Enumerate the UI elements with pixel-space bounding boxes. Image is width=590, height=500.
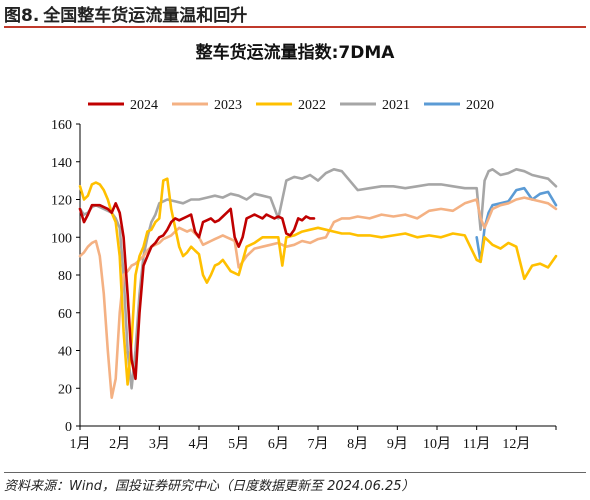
series-line-2024 [78, 202, 316, 381]
x-tick-label: 5月 [228, 436, 249, 452]
y-tick-label: 160 [51, 118, 72, 133]
x-tick-label: 9月 [387, 436, 408, 452]
legend-label-2023: 2023 [214, 98, 242, 113]
x-tick-label: 8月 [347, 436, 368, 452]
y-tick-label: 40 [58, 345, 72, 360]
legend-label-2020: 2020 [466, 98, 494, 113]
x-tick-label: 3月 [149, 436, 170, 452]
y-tick-label: 20 [58, 382, 72, 397]
y-tick-label: 120 [51, 194, 72, 209]
x-tick-label: 2月 [109, 436, 130, 452]
line-chart: 整车货运流量指数:7DMA 2024 2023 2022 2021 2020 0 20 40… [51, 42, 558, 452]
y-tick-label: 80 [58, 269, 72, 284]
chart-axes: 0 20 40 60 80 100 120 140 160 1月 2月 3月 4月 5月 6月 7月 8月 9月 1… [51, 118, 557, 452]
chart-series [78, 168, 558, 400]
x-tick-label: 12月 [502, 436, 530, 452]
legend-label-2022: 2022 [298, 98, 326, 113]
x-tick-label: 7月 [308, 436, 329, 452]
chart-title: 整车货运流量指数:7DMA [196, 42, 396, 63]
x-tick-label: 4月 [189, 436, 210, 452]
x-tick-label: 11月 [463, 436, 490, 452]
source-note: 资料来源：Wind，国投证券研究中心（日度数据更新至 2024.06.25） [4, 472, 586, 496]
x-tick-label: 6月 [268, 436, 289, 452]
figure-number: 图8. [4, 5, 40, 26]
y-tick-label: 100 [51, 231, 72, 246]
y-tick-label: 140 [51, 156, 72, 171]
y-tick-label: 0 [65, 420, 72, 435]
series-line-2021 [78, 168, 558, 390]
x-tick-label: 10月 [423, 436, 451, 452]
chart-legend: 2024 2023 2022 2021 2020 [88, 98, 494, 113]
legend-label-2021: 2021 [382, 98, 410, 113]
figure-title-text: 全国整车货运流量温和回升 [43, 5, 248, 26]
legend-label-2024: 2024 [130, 98, 158, 113]
x-tick-label: 1月 [70, 436, 91, 452]
figure-title: 图8. 全国整车货运流量温和回升 [4, 0, 586, 28]
series-line-2022 [78, 177, 558, 386]
series-line-2023 [78, 196, 558, 400]
y-tick-label: 60 [58, 307, 72, 322]
